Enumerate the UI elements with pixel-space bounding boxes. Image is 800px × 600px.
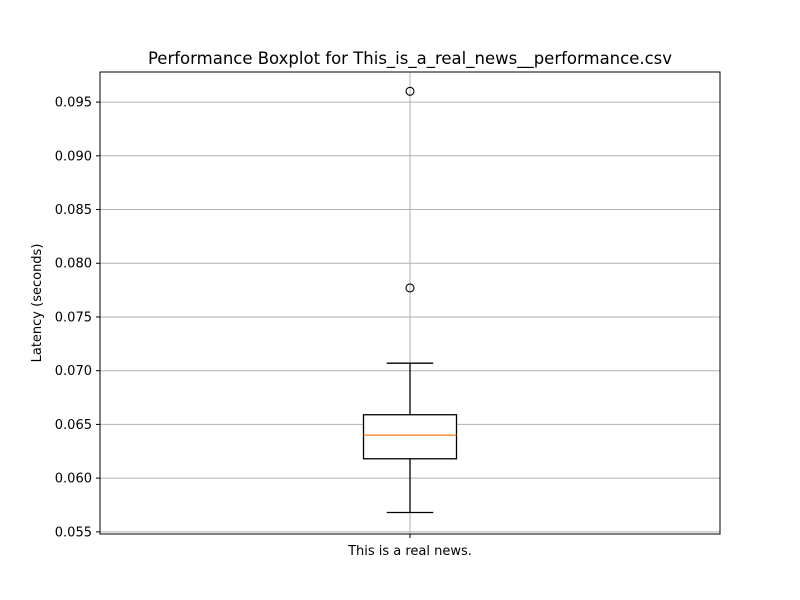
y-tick-label: 0.070: [55, 364, 92, 379]
y-tick-label: 0.095: [55, 96, 92, 111]
y-axis-label: Latency (seconds): [30, 244, 45, 363]
outlier-point: [405, 86, 415, 96]
y-tick-label: 0.090: [55, 149, 92, 164]
box-layer: [362, 86, 458, 514]
outlier-point: [405, 283, 415, 293]
y-tick-label: 0.080: [55, 257, 92, 272]
chart-title: Performance Boxplot for This_is_a_real_n…: [148, 49, 672, 69]
tick-layer: 0.055 0.060 0.065 0.070 0.075 0.080 0.085 0.090…: [55, 96, 472, 559]
y-tick-label: 0.085: [55, 203, 92, 218]
x-tick-label: This is a real news.: [347, 544, 472, 559]
y-tick-label: 0.060: [55, 472, 92, 487]
y-tick-label: 0.065: [55, 418, 92, 433]
y-tick-label: 0.055: [55, 525, 92, 540]
iqr-box: [362, 414, 458, 460]
y-tick-label: 0.075: [55, 310, 92, 325]
